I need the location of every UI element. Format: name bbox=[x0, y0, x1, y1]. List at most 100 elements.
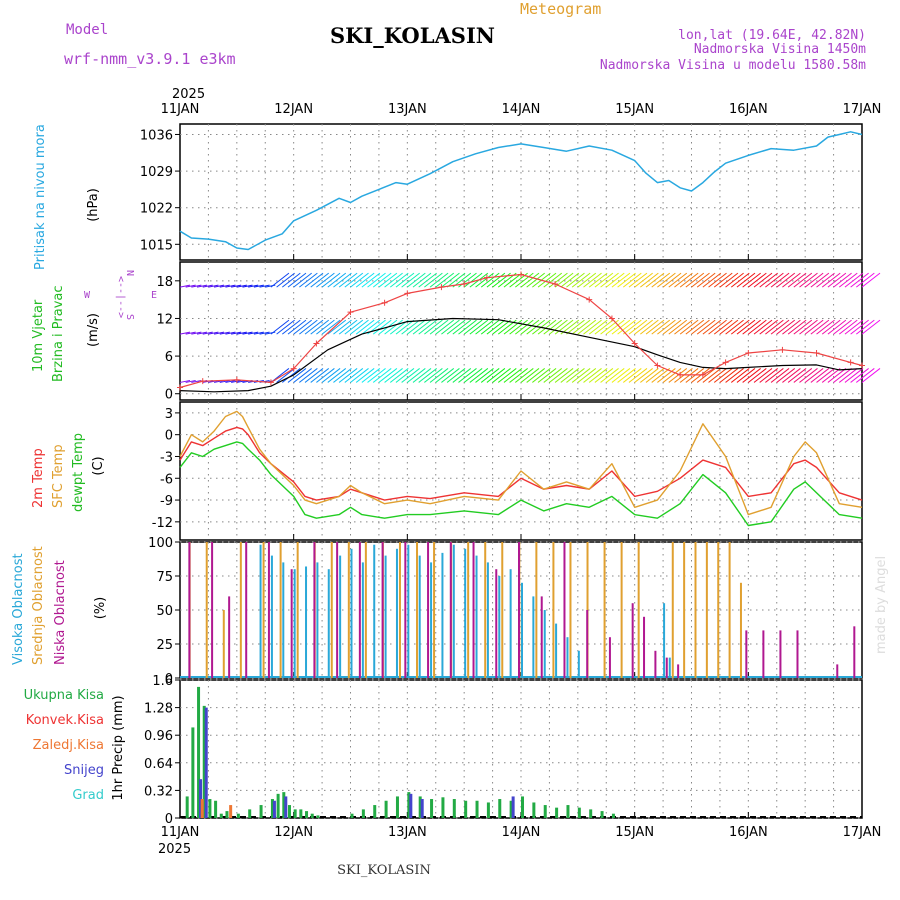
wind-gust-marker bbox=[586, 296, 593, 303]
wind-gust-marker bbox=[177, 384, 183, 391]
wind-barb bbox=[577, 272, 597, 288]
wind-barb bbox=[759, 368, 779, 383]
cloud-high-bar bbox=[498, 576, 501, 678]
wind-barb bbox=[236, 284, 247, 288]
precip-total-bar bbox=[395, 796, 399, 818]
wind-barb bbox=[702, 319, 722, 335]
sfc-title: SFC Temp bbox=[51, 444, 66, 508]
precip-total-bar bbox=[475, 800, 479, 818]
wind-gust-marker bbox=[347, 309, 354, 316]
cloud-low-bar bbox=[472, 542, 475, 678]
wind-gust-marker bbox=[699, 371, 706, 378]
wind-compass: N <--|--> W E S bbox=[84, 270, 157, 320]
precip-total-bar bbox=[259, 805, 263, 818]
cloud-high-bar bbox=[350, 548, 353, 678]
wind-barb bbox=[435, 368, 455, 383]
wind-barb bbox=[765, 319, 784, 335]
cloud-low-bar bbox=[631, 603, 634, 678]
wind-barb bbox=[441, 319, 460, 335]
wind-barb bbox=[838, 319, 858, 335]
wind-barb bbox=[554, 368, 574, 383]
wind-barb bbox=[287, 272, 307, 288]
wind-barb bbox=[463, 272, 483, 288]
y-tick-label: 0 bbox=[165, 388, 173, 403]
wind-barb bbox=[503, 368, 523, 383]
wind-barb bbox=[787, 319, 807, 335]
wind-barb bbox=[549, 319, 568, 335]
y-tick-label: 1.28 bbox=[144, 702, 173, 717]
cloud-low-bar bbox=[245, 542, 248, 678]
wind-barb bbox=[344, 368, 364, 383]
cloud-high-bar bbox=[418, 555, 421, 678]
wind-barb bbox=[435, 319, 455, 335]
wind-barb bbox=[446, 319, 466, 335]
cloud-high-bar bbox=[361, 562, 364, 678]
x-tick-label-bottom: 17JAN bbox=[843, 825, 882, 840]
wind-barb bbox=[452, 368, 472, 383]
wind-barb bbox=[384, 368, 403, 383]
wind-barb bbox=[742, 368, 761, 383]
wind-barb bbox=[293, 368, 312, 383]
wind-barb bbox=[441, 368, 460, 383]
cloud-mid-bar bbox=[683, 542, 686, 678]
cloud-mid-bar bbox=[222, 610, 225, 678]
wind-barb bbox=[588, 319, 608, 335]
wind-barb bbox=[270, 319, 290, 335]
precip-total-bar bbox=[498, 799, 502, 818]
wind-barb bbox=[532, 368, 551, 383]
cloud-low-bar bbox=[779, 630, 782, 678]
wind-barb bbox=[509, 319, 528, 335]
pressure-labels: Pritisak na nivou mora (hPa) bbox=[33, 124, 101, 270]
wind-barb bbox=[384, 272, 403, 288]
wind-barb bbox=[833, 272, 852, 288]
wind-barb bbox=[463, 319, 483, 335]
wind-barb bbox=[708, 272, 727, 288]
high-cloud-title: Visoka Oblacnost bbox=[11, 553, 26, 665]
cloud-low-bar bbox=[677, 664, 680, 678]
wind-barb bbox=[691, 272, 710, 288]
wind-barb bbox=[304, 319, 324, 335]
wind-barb bbox=[611, 368, 631, 383]
precip-total-bar bbox=[310, 813, 314, 818]
wind-panel: 0 6 12 18 bbox=[156, 261, 863, 403]
precip-total-bar bbox=[577, 807, 581, 818]
wind-barb bbox=[765, 368, 784, 383]
wind-barb bbox=[713, 319, 733, 335]
wind-barb bbox=[611, 272, 631, 288]
wind-barb bbox=[429, 368, 449, 383]
precip-total-bar bbox=[384, 800, 388, 818]
wind-barb bbox=[475, 272, 494, 288]
wind-barb bbox=[736, 319, 756, 335]
year-bottom: 2025 bbox=[158, 842, 191, 857]
cloud-low-bar bbox=[495, 569, 498, 678]
wind-barb bbox=[503, 319, 523, 335]
cloud-low-bar bbox=[853, 626, 856, 678]
wind-barb bbox=[452, 319, 472, 335]
cloud-high-bar bbox=[555, 623, 558, 678]
cloud-high-bar bbox=[430, 562, 433, 678]
wind-barb bbox=[696, 319, 716, 335]
wind-barb bbox=[560, 368, 580, 383]
wind-barb bbox=[350, 272, 369, 288]
wind-barb bbox=[736, 272, 756, 288]
cloud-mid-bar bbox=[671, 542, 674, 678]
cloud-high-bar bbox=[486, 562, 489, 678]
wind-gust-marker bbox=[654, 362, 661, 369]
wind-barb bbox=[248, 331, 259, 335]
wind-barb bbox=[662, 368, 682, 383]
precip-snow-bar bbox=[511, 796, 515, 818]
wind-barb bbox=[600, 272, 619, 288]
year-top: 2025 bbox=[172, 87, 205, 102]
wind-barb bbox=[651, 319, 671, 335]
wind-barb bbox=[583, 272, 602, 288]
wind-barb bbox=[702, 272, 722, 288]
wind-barb bbox=[640, 368, 659, 383]
wind-barb bbox=[657, 319, 676, 335]
precip-total-bar bbox=[299, 809, 303, 818]
wind-barb bbox=[782, 272, 801, 288]
wind-barb bbox=[668, 272, 688, 288]
y-tick-label: 0 bbox=[165, 812, 173, 827]
wind-gust-marker bbox=[608, 315, 615, 322]
legend-snow: Snijeg bbox=[64, 763, 104, 778]
wind-barb bbox=[651, 368, 671, 383]
